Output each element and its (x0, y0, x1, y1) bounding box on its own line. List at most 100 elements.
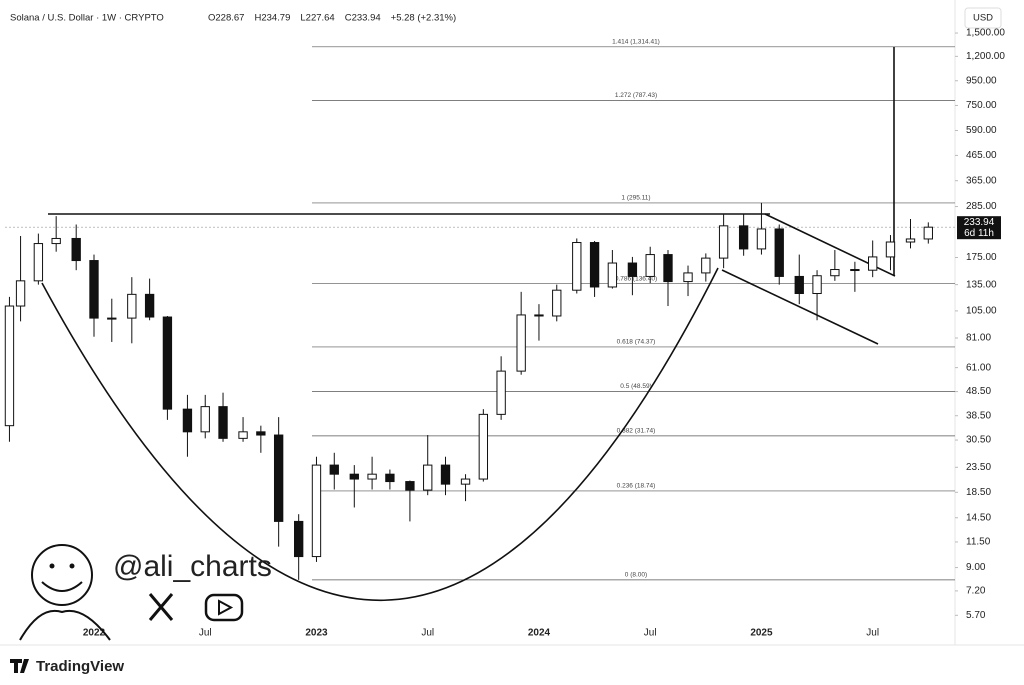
candle-body (627, 262, 638, 277)
y-tick-label: 5.70 (966, 610, 986, 621)
y-tick-label: 1,200.00 (966, 51, 1005, 62)
candle-body (774, 228, 784, 277)
candle-body (273, 434, 284, 522)
y-tick-label: 18.50 (966, 487, 991, 498)
fib-label: 1.272 (787.43) (615, 92, 657, 99)
countdown: 6d 11h (964, 228, 994, 239)
y-tick-label: 7.20 (966, 586, 986, 597)
y-tick-label: 950.00 (966, 75, 997, 86)
x-tick-label: 2023 (305, 628, 328, 639)
avatar-eye (49, 563, 55, 569)
candle-body (850, 269, 860, 272)
candle-body (200, 406, 210, 433)
candle-body (794, 275, 804, 295)
cup-curve (41, 267, 719, 601)
y-tick-label: 38.50 (966, 410, 991, 421)
candle-body (51, 237, 61, 245)
candle-body (868, 256, 878, 271)
candle-body (238, 431, 248, 439)
avatar-smile (41, 581, 83, 592)
candle-body (218, 406, 228, 439)
y-tick-label: 590.00 (966, 125, 997, 136)
y-tick-label: 465.00 (966, 150, 997, 161)
candle-body (349, 473, 359, 480)
ohlc-value: H234.79 (254, 13, 290, 24)
fib-label: 0.236 (18.74) (617, 483, 656, 490)
candle-body (4, 305, 15, 427)
candle-body (812, 275, 822, 295)
candle-body (182, 408, 193, 433)
candle-body (645, 254, 655, 277)
brand-logo[interactable] (10, 659, 29, 673)
candle-body (367, 473, 377, 480)
currency-box[interactable] (964, 7, 1002, 29)
watermark-handle: @ali_charts (113, 550, 272, 583)
x-tick-label: Jul (644, 628, 657, 639)
brand[interactable]: TradingView (36, 658, 124, 675)
candle-body (905, 238, 916, 243)
candle-body (885, 241, 896, 258)
x-tick-label: Jul (866, 628, 879, 639)
candle-body (478, 413, 489, 480)
fib-label: 0 (8.00) (625, 572, 647, 579)
x-tick-label: Jul (199, 628, 212, 639)
y-tick-label: 9.00 (966, 562, 986, 573)
candle-body (460, 478, 471, 485)
price-tag (957, 216, 1001, 240)
candle-body (144, 293, 155, 318)
candle-body (718, 225, 729, 259)
candle-body (311, 464, 322, 558)
x-tick-label: 2025 (750, 628, 773, 639)
candle-body (33, 243, 44, 282)
candle-body (923, 226, 933, 240)
candle-body (162, 316, 173, 410)
channel-lower (721, 269, 879, 345)
y-tick-label: 285.00 (966, 201, 997, 212)
y-tick-label: 750.00 (966, 100, 997, 111)
watermark: @ali_charts (19, 544, 272, 641)
fib-label: 0.5 (48.59) (620, 383, 651, 390)
candle-body (534, 314, 544, 317)
youtube-play (218, 599, 234, 616)
y-tick-label: 1,500.00 (966, 28, 1005, 39)
y-tick-label: 135.00 (966, 279, 997, 290)
candle-body (683, 272, 693, 283)
fib-group: 1.414 (1,314.41) 1.272 (787.43) 1 (295.11)… (5, 39, 955, 581)
avatar-body (19, 609, 111, 641)
x-icon[interactable] (148, 593, 174, 621)
candle-body (572, 242, 582, 291)
axes: 1,500.00 1,200.00 950.00 750.00 590.00 465.00… (83, 28, 1005, 639)
avatar-eye (69, 563, 75, 569)
youtube-icon[interactable] (204, 593, 244, 622)
x-tick-label: 2022 (83, 628, 106, 639)
candle-body (440, 464, 451, 485)
candle-body (589, 242, 600, 288)
candle-body (552, 289, 562, 317)
y-tick-label: 48.50 (966, 386, 991, 397)
candle-body (71, 237, 81, 262)
fib-label: 0.382 (31.74) (617, 428, 656, 435)
y-tick-label: 81.00 (966, 333, 991, 344)
fib-label: 0.786 (136.40) (615, 275, 657, 282)
candle-body (107, 317, 117, 320)
chart-title: Solana / U.S. Dollar · 1W · CRYPTO (10, 13, 164, 24)
candle-body (663, 254, 673, 283)
fib-label: 1.414 (1,314.41) (612, 39, 660, 46)
currency[interactable]: USD (973, 13, 993, 24)
fib-label: 1 (295.11) (621, 195, 650, 202)
candle-body (329, 464, 339, 475)
candle-body (738, 225, 749, 250)
y-tick-label: 105.00 (966, 306, 997, 317)
candle-body (405, 481, 415, 491)
y-tick-label: 365.00 (966, 175, 997, 186)
candle-body (294, 520, 304, 558)
candle-body (516, 314, 526, 372)
y-tick-label: 11.50 (966, 537, 991, 548)
x-tick-label: 2024 (528, 628, 551, 639)
y-tick-label: 175.00 (966, 252, 997, 263)
candle-body (256, 431, 266, 436)
candle-body (607, 262, 618, 288)
price-tag-label: 233.94 (964, 217, 995, 228)
candle-body (127, 293, 137, 319)
